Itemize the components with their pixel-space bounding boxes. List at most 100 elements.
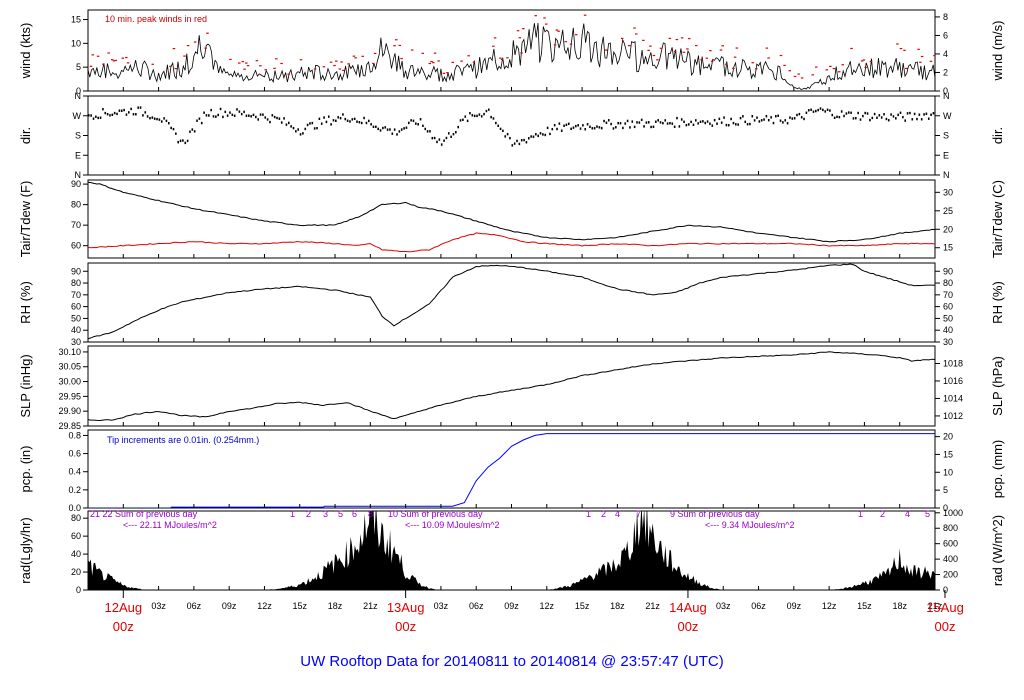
dir-point <box>817 108 819 112</box>
dir-point <box>302 132 304 135</box>
dir-point <box>167 122 170 125</box>
rad-left-tick-label: 20 <box>71 567 81 577</box>
rh-rh-line <box>88 263 935 340</box>
wind-peak-mark <box>395 39 398 41</box>
dir-point <box>226 114 229 117</box>
dir-point <box>440 143 443 146</box>
dir-point <box>104 111 107 115</box>
dir-point <box>504 135 507 138</box>
dir-point <box>732 121 735 125</box>
wind-peak-mark <box>659 47 663 49</box>
wind-peak-mark <box>91 54 95 56</box>
rh-left-tick-label: 60 <box>71 302 81 312</box>
rad-right-tick-label: 800 <box>943 523 958 533</box>
dir-point <box>149 117 151 120</box>
dir-point <box>269 120 271 124</box>
dir-point <box>342 113 344 116</box>
dir-point <box>375 125 377 128</box>
wind-peak-mark <box>352 55 356 57</box>
dir-point <box>645 121 648 124</box>
wind-left-tick-label: 10 <box>71 38 81 48</box>
slp-left-tick-label: 30.05 <box>58 362 81 372</box>
dir-point <box>638 121 641 124</box>
dir-point <box>320 122 323 125</box>
rad-right-axis-label: rad (W/m^2) <box>990 515 1005 586</box>
dir-frame <box>87 95 936 176</box>
dir-point <box>480 115 483 118</box>
rh-right-tick-label: 90 <box>943 266 953 276</box>
wind-peak-mark <box>174 67 177 70</box>
dir-point <box>819 107 822 110</box>
dir-point <box>142 114 144 117</box>
wind-peak-mark <box>721 45 724 47</box>
pcp-right-tick-label: 0 <box>943 503 948 513</box>
chart-title: UW Rooftop Data for 20140811 to 20140814… <box>300 653 724 670</box>
wind-peak-mark <box>732 67 735 69</box>
dir-point <box>744 120 747 124</box>
dir-point <box>429 130 431 133</box>
dir-plot-area <box>88 106 935 147</box>
slp-right-tick-label: 1014 <box>943 393 963 403</box>
dir-point <box>497 124 499 127</box>
dir-point <box>565 123 568 126</box>
dir-point <box>99 116 102 119</box>
dir-point <box>233 114 236 117</box>
dir-point <box>466 119 469 123</box>
dir-point <box>539 132 542 135</box>
dir-point <box>723 116 725 119</box>
dir-point <box>422 124 424 128</box>
wind-peak-mark <box>793 75 797 78</box>
dir-point <box>189 130 191 133</box>
panel-wind: 0 5 10 15 0 2 4 6 8 wind (kts) wind (m/s) 10 min. p… <box>18 9 1005 96</box>
dir-point <box>666 122 669 125</box>
dir-point <box>746 123 749 126</box>
wind-left-tick-label: 15 <box>71 15 81 25</box>
slp-left-tick-label: 29.90 <box>58 406 81 416</box>
wind-right-tick-label: 2 <box>943 67 948 77</box>
wind-peak-mark <box>193 41 197 43</box>
wind-peak-mark <box>347 63 350 65</box>
precip-line <box>88 433 935 508</box>
pcp-left-tick-label: 0.0 <box>68 503 81 513</box>
wind-peak-mark <box>299 59 303 61</box>
dir-point <box>360 121 363 125</box>
rh-right-tick-label: 40 <box>943 325 953 335</box>
dir-point <box>633 125 636 129</box>
dir-point <box>462 118 464 121</box>
wind-peak-mark <box>929 60 933 62</box>
wind-peak-mark <box>241 60 245 63</box>
rad-left-tick-label: 40 <box>71 549 81 559</box>
slp-frame <box>87 345 936 427</box>
x-hour-tick-label: 18z <box>892 601 907 611</box>
dir-point <box>205 114 208 117</box>
wind-peak-mark <box>627 45 631 47</box>
dir-right-tick-label: E <box>943 150 949 160</box>
dir-point <box>464 115 467 118</box>
wind-peak-mark <box>841 64 844 66</box>
dir-point <box>299 133 302 136</box>
x-day-hour-label: 00z <box>677 619 698 634</box>
temp-left-tick-label: 80 <box>71 200 81 210</box>
dir-point <box>662 121 664 125</box>
dir-point <box>495 121 497 125</box>
wind-peak-mark <box>765 47 769 49</box>
wind-peak-mark <box>204 47 207 49</box>
wind-peak-mark <box>460 60 463 62</box>
dir-point <box>184 141 187 145</box>
dir-point <box>339 116 342 120</box>
wind-peak-mark <box>110 59 114 61</box>
dir-point <box>212 115 215 118</box>
dir-point <box>925 112 928 115</box>
wind-peak-mark <box>767 57 770 59</box>
dir-point <box>892 115 895 118</box>
dir-point <box>210 108 212 112</box>
dir-point <box>770 116 772 119</box>
wind-peak-mark <box>432 62 435 64</box>
dir-point <box>544 133 547 137</box>
dir-point <box>775 115 777 118</box>
rh-frame <box>87 262 936 343</box>
dir-point <box>156 117 158 121</box>
dir-point <box>353 117 356 121</box>
dir-point <box>393 128 396 131</box>
x-axis: 03z 06z 09z 12z 15z 18z 21z 03z 06z 09z 12z 15z 18z 2… <box>104 590 964 634</box>
